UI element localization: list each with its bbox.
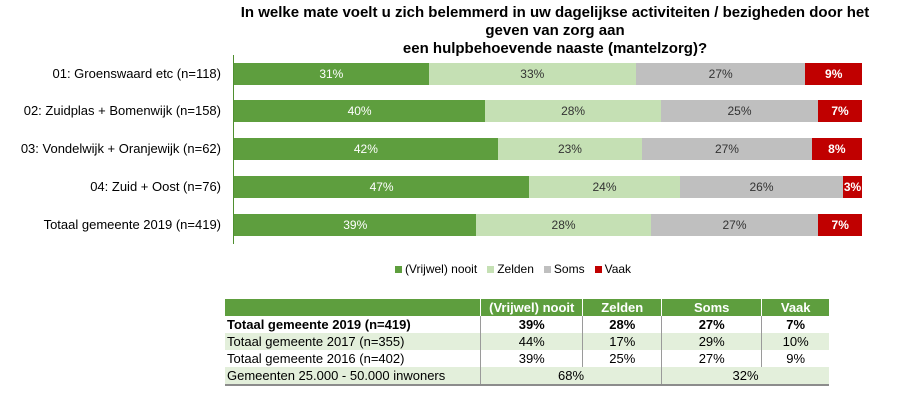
cell-zelden: 25% [582, 350, 662, 367]
bar-segment-vaak: 7% [818, 214, 862, 236]
bar-row: 39% 28% 27% 7% [234, 214, 862, 236]
bar-segment-vrijwel-nooit: 39% [234, 214, 477, 236]
cell-vaak: 7% [761, 316, 829, 333]
category-label: 04: Zuid + Oost (n=76) [90, 179, 221, 194]
table-header-vaak: Vaak [761, 299, 829, 316]
cell-vaak: 9% [761, 350, 829, 367]
data-label: 42% [353, 142, 378, 156]
cell-vaak: 10% [761, 333, 829, 350]
bar-row: 47% 24% 26% 3% [234, 176, 862, 198]
data-label: 3% [843, 180, 862, 194]
bar-segment-vrijwel-nooit: 47% [234, 176, 530, 198]
cell-nooit: 44% [480, 333, 583, 350]
table-header-blank [225, 299, 481, 316]
data-label: 31% [319, 67, 344, 81]
legend-swatch-icon [394, 265, 402, 273]
cell-nooit: 39% [480, 316, 583, 333]
cell-soms-vaak-combined: 32% [661, 367, 829, 386]
category-label: Totaal gemeente 2019 (n=419) [43, 217, 221, 232]
chart-legend: (Vrijwel) nooit Zelden Soms Vaak [0, 262, 906, 276]
bar-segment-vaak: 9% [805, 63, 862, 85]
table-row: Totaal gemeente 2017 (n=355) 44% 17% 29%… [225, 333, 829, 350]
legend-label: Zelden [497, 262, 534, 276]
bar-segment-soms: 27% [642, 138, 812, 160]
data-label: 28% [551, 218, 576, 232]
data-label: 40% [347, 104, 372, 118]
bar-segment-soms: 27% [650, 214, 819, 236]
legend-label: Soms [553, 262, 585, 276]
table-row: Totaal gemeente 2019 (n=419) 39% 28% 27%… [225, 316, 829, 333]
bar-segment-zelden: 23% [497, 138, 643, 160]
bar-row: 31% 33% 27% 9% [234, 63, 862, 85]
data-label: 47% [369, 180, 394, 194]
data-label: 27% [722, 218, 747, 232]
data-label: 7% [831, 218, 849, 232]
cell-soms: 27% [661, 316, 762, 333]
table-header-nooit: (Vrijwel) nooit [480, 299, 583, 316]
bar-segment-soms: 27% [635, 63, 806, 85]
bar-segment-zelden: 28% [476, 214, 651, 236]
legend-label: Vaak [604, 262, 632, 276]
row-label: Totaal gemeente 2016 (n=402) [227, 350, 405, 366]
row-label: Totaal gemeente 2017 (n=355) [225, 333, 481, 350]
table-row-benchmark: Gemeenten 25.000 - 50.000 inwoners 68% 3… [225, 367, 829, 386]
cell-nooit: 39% [480, 350, 583, 367]
data-label: 33% [520, 67, 545, 81]
bar-row: 42% 23% 27% 8% [234, 138, 862, 160]
row-label: Totaal gemeente 2019 (n=419) [227, 316, 411, 332]
data-label: 26% [749, 180, 774, 194]
cell-zelden: 28% [582, 316, 662, 333]
row-label: Gemeenten 25.000 - 50.000 inwoners [225, 367, 481, 386]
category-label: 02: Zuidplas + Bomenwijk (n=158) [23, 103, 221, 118]
table-header-zelden: Zelden [582, 299, 662, 316]
category-label: 03: Vondelwijk + Oranjewijk (n=62) [20, 141, 221, 156]
data-label: 23% [557, 142, 582, 156]
bar-segment-vrijwel-nooit: 42% [234, 138, 498, 160]
chart-title-line-1: In welke mate voelt u zich belemmerd in … [240, 4, 870, 39]
bar-segment-vrijwel-nooit: 40% [234, 100, 486, 122]
bar-segment-zelden: 33% [428, 63, 636, 85]
legend-item-vaak: Vaak [594, 262, 632, 276]
category-label: 01: Groenswaard etc (n=118) [52, 66, 222, 81]
data-label: 7% [831, 104, 849, 118]
cell-zelden: 17% [582, 333, 662, 350]
chart-title-line-2: een hulpbehoevende naaste (mantelzorg)? [402, 40, 708, 57]
legend-swatch-icon [543, 265, 551, 273]
legend-swatch-icon [594, 265, 602, 273]
category-axis-line [233, 55, 234, 244]
legend-item-soms: Soms [543, 262, 585, 276]
bar-segment-zelden: 28% [485, 100, 662, 122]
bar-segment-soms: 26% [679, 176, 844, 198]
legend-swatch-icon [487, 265, 495, 273]
data-label: 27% [708, 67, 733, 81]
table-header-row: (Vrijwel) nooit Zelden Soms Vaak [225, 299, 829, 316]
cell-soms: 27% [661, 350, 762, 367]
legend-label: (Vrijwel) nooit [404, 262, 478, 276]
chart-title: In welke mate voelt u zich belemmerd in … [225, 4, 885, 58]
data-label: 24% [592, 180, 617, 194]
data-label: 28% [561, 104, 586, 118]
data-label: 9% [825, 67, 843, 81]
cell-nooit-zelden-combined: 68% [480, 367, 662, 386]
data-label: 8% [828, 142, 846, 156]
bar-segment-vaak: 7% [818, 100, 862, 122]
data-label: 27% [714, 142, 739, 156]
bar-segment-vaak: 3% [843, 176, 862, 198]
data-label: 39% [343, 218, 368, 232]
legend-item-vrijwel-nooit: (Vrijwel) nooit [394, 262, 478, 276]
bar-row: 40% 28% 25% 7% [234, 100, 862, 122]
stacked-bar-chart: 01: Groenswaard etc (n=118) 31% 33% 27% 9% 02… [20, 55, 862, 244]
legend-item-zelden: Zelden [487, 262, 534, 276]
data-label: 25% [727, 104, 752, 118]
bar-segment-zelden: 24% [529, 176, 680, 198]
cell-soms: 29% [661, 333, 762, 350]
bar-segment-vaak: 8% [811, 138, 862, 160]
table-row: Totaal gemeente 2016 (n=402) 39% 25% 27%… [225, 350, 829, 367]
table-header-soms: Soms [661, 299, 762, 316]
bar-segment-vrijwel-nooit: 31% [234, 63, 429, 85]
comparison-table: (Vrijwel) nooit Zelden Soms Vaak Totaal … [225, 299, 829, 386]
bar-segment-soms: 25% [661, 100, 819, 122]
